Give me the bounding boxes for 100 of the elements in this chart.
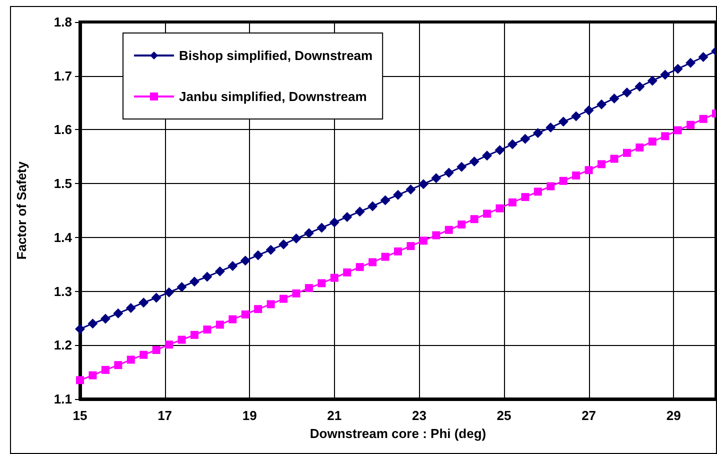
point (572, 171, 580, 180)
point (190, 330, 198, 339)
point (686, 120, 695, 129)
point (380, 195, 390, 206)
point (584, 105, 594, 116)
point (241, 310, 250, 318)
point (342, 212, 352, 222)
point (228, 315, 237, 324)
point (636, 143, 644, 152)
point (622, 148, 631, 157)
point (394, 247, 402, 256)
point (318, 279, 326, 288)
x-tick-label: 21 (327, 408, 342, 423)
point (75, 324, 85, 334)
point (483, 210, 492, 218)
point (634, 82, 645, 92)
point (546, 122, 556, 133)
x-tick-label: 17 (158, 408, 172, 423)
point (152, 346, 160, 354)
point (456, 162, 467, 172)
point (88, 318, 98, 329)
point (304, 284, 313, 292)
point (406, 242, 415, 250)
point (647, 76, 658, 86)
point (291, 234, 302, 244)
x-tick-label: 25 (496, 408, 512, 423)
point (330, 274, 338, 282)
point (316, 222, 327, 233)
point (216, 320, 224, 329)
y-axis-title: Factor of Safety (14, 160, 29, 260)
point (698, 52, 708, 62)
point (699, 114, 708, 123)
point (571, 111, 582, 122)
point (596, 99, 607, 110)
x-tick-label: 29 (666, 408, 681, 423)
point (202, 272, 212, 282)
point (280, 294, 288, 303)
y-tick-label: 1.1 (54, 392, 72, 406)
point (189, 276, 200, 287)
point (444, 226, 453, 234)
point (584, 166, 593, 174)
y-tick-label: 1.2 (54, 338, 72, 353)
point (278, 239, 289, 250)
point (609, 93, 620, 104)
y-tick-label: 1.8 (54, 14, 72, 30)
point (178, 336, 186, 344)
point (686, 58, 696, 68)
point (532, 128, 543, 138)
x-tick-label: 15 (72, 408, 88, 423)
legend-label: Bishop simplified, Downstream (179, 48, 373, 63)
point (444, 168, 454, 178)
point (610, 154, 618, 163)
point (88, 371, 97, 380)
point (381, 252, 390, 261)
point (228, 260, 238, 271)
point (203, 326, 212, 334)
point (559, 176, 568, 185)
point (113, 308, 124, 318)
point (520, 134, 530, 144)
point (482, 150, 492, 161)
point (176, 282, 187, 292)
point (165, 340, 174, 349)
point (648, 138, 656, 146)
point (114, 361, 122, 370)
point (406, 184, 416, 194)
x-tick-label: 27 (582, 408, 596, 423)
point (356, 263, 364, 272)
y-tick-label: 1.4 (54, 230, 73, 245)
point (254, 305, 262, 314)
point (469, 156, 480, 166)
point (558, 116, 568, 127)
point (521, 193, 530, 202)
y-tick-label: 1.6 (54, 122, 72, 138)
point (432, 231, 440, 240)
point (660, 70, 670, 80)
point (368, 258, 377, 266)
point (508, 198, 516, 206)
point (393, 190, 403, 200)
point (674, 126, 682, 134)
point (140, 350, 148, 359)
point (598, 160, 606, 168)
point (292, 289, 300, 298)
point (266, 244, 276, 255)
point (368, 201, 378, 212)
point (164, 287, 174, 298)
x-tick-label: 23 (412, 408, 426, 423)
point (507, 139, 518, 150)
point (458, 220, 466, 229)
point (76, 376, 84, 384)
point (151, 292, 162, 303)
point (214, 266, 225, 276)
y-tick-label: 1.3 (54, 284, 72, 299)
point (266, 300, 275, 308)
legend-label: Janbu simplified, Downstream (179, 89, 367, 104)
x-tick-label: 19 (242, 408, 257, 423)
point (534, 188, 542, 196)
point (431, 173, 442, 184)
point (253, 250, 264, 260)
point (329, 217, 340, 228)
point (470, 215, 478, 224)
